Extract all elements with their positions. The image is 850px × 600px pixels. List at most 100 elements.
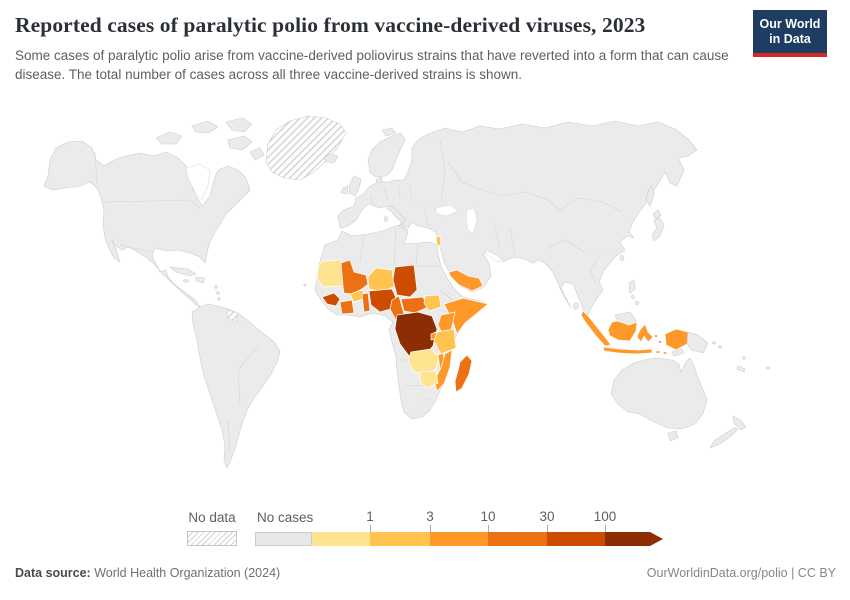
page-subtitle: Some cases of paralytic polio arise from… (15, 48, 729, 82)
country-chad[interactable] (392, 264, 418, 298)
italy[interactable] (386, 204, 407, 224)
credit-line: OurWorldinData.org/polio | CC BY (646, 566, 836, 580)
data-source: Data source: World Health Organization (… (15, 566, 280, 580)
japan[interactable] (651, 216, 665, 242)
papua-new-guinea[interactable] (686, 331, 709, 354)
arctic-island (155, 131, 183, 145)
country-yemen[interactable] (448, 269, 484, 292)
country-niger[interactable] (367, 267, 395, 292)
country-zimbabwe[interactable] (419, 370, 439, 389)
caspian-sea (465, 207, 478, 235)
data-source-text: World Health Organization (2024) (90, 566, 281, 580)
owid-logo-line2: in Data (769, 32, 811, 46)
arctic-island (225, 117, 253, 133)
country-border (94, 139, 623, 453)
map-legend: No data No cases 1 3 10 30 100 (0, 506, 850, 560)
landmass-south-america[interactable] (191, 303, 281, 469)
sri-lanka (573, 302, 579, 310)
philippines[interactable] (628, 279, 636, 294)
new-zealand-south[interactable] (709, 427, 739, 449)
australia[interactable] (610, 357, 708, 430)
country-mozambique[interactable] (433, 349, 453, 392)
solomon-island (717, 345, 722, 349)
legend-no-data-label: No data (188, 510, 236, 525)
fiji-island (766, 366, 770, 370)
antilles-island (214, 285, 218, 289)
country-central-african-republic[interactable] (400, 296, 429, 314)
owid-logo-line1: Our World (759, 17, 821, 31)
landmass-eurasia[interactable] (337, 120, 698, 326)
data-source-label: Data source: (15, 566, 91, 580)
legend-segment-30-100[interactable] (547, 532, 605, 546)
legend-tick-mark (370, 525, 371, 532)
svalbard (381, 127, 397, 137)
country-cote-divoire[interactable] (339, 299, 355, 315)
country-south-sudan[interactable] (423, 294, 442, 312)
page-title: Reported cases of paralytic polio from v… (15, 13, 646, 37)
country-madagascar[interactable] (454, 354, 473, 393)
country-indonesia-lesser-sunda (662, 351, 668, 355)
country-indonesia-kalimantan[interactable] (607, 320, 638, 342)
legend-no-cases-label: No cases (257, 510, 314, 525)
country-benin[interactable] (361, 292, 371, 313)
legend-tick-mark (605, 525, 606, 532)
legend-tick-label: 100 (593, 509, 617, 524)
legend-tick-label: 3 (426, 509, 434, 524)
cape-verde-island (303, 283, 307, 287)
persian-gulf (485, 249, 505, 263)
taiwan (619, 254, 625, 262)
country-mauritania[interactable] (316, 259, 344, 288)
hispaniola[interactable] (195, 276, 206, 284)
philippines-island (631, 295, 635, 299)
country-indonesia-papua[interactable] (664, 328, 689, 351)
country-french-guiana[interactable] (226, 309, 239, 323)
japan[interactable] (652, 209, 662, 220)
legend-segment-1-3[interactable] (370, 532, 430, 546)
legend-arrow-cap (650, 532, 663, 546)
country-guinea[interactable] (321, 292, 341, 307)
header: Reported cases of paralytic polio from v… (15, 10, 835, 84)
ireland[interactable] (340, 185, 349, 195)
country-indonesia-java[interactable] (602, 346, 653, 355)
legend-color-bar (255, 532, 663, 546)
united-kingdom[interactable] (348, 175, 362, 197)
legend-tick-mark (547, 525, 548, 532)
landmass-north-america[interactable] (43, 140, 251, 308)
jamaica (183, 279, 189, 283)
antilles-island (216, 291, 220, 295)
sakhalin (645, 184, 655, 207)
legend-tick-label: 1 (366, 509, 374, 524)
legend-segment-0-1[interactable] (312, 532, 370, 546)
legend-segment-100+[interactable] (605, 532, 650, 546)
country-indonesia-sumatra[interactable] (580, 310, 612, 347)
timor (671, 348, 685, 357)
legend-tick-label: 10 (480, 509, 496, 524)
country-greenland[interactable] (265, 115, 347, 181)
country-tanzania[interactable] (433, 328, 457, 355)
legend-tick-label: 30 (539, 509, 555, 524)
solomon-island (711, 341, 716, 345)
country-israel[interactable] (435, 235, 442, 247)
owid-logo-accent-bar (753, 53, 827, 57)
legend-segment-3-10[interactable] (430, 532, 488, 546)
country-indonesia-sulawesi[interactable] (636, 323, 654, 343)
legend-tick-mark (430, 525, 431, 532)
new-zealand-north[interactable] (732, 415, 747, 431)
legend-segment-10-30[interactable] (488, 532, 547, 546)
owid-logo[interactable]: Our World in Data (753, 10, 827, 57)
legend-no-data-swatch[interactable] (187, 531, 237, 546)
legend-segment-no-cases[interactable] (255, 532, 312, 546)
sardinia (384, 216, 388, 222)
iceland[interactable] (323, 153, 339, 164)
country-indonesia-maluku (657, 340, 663, 344)
tasmania (667, 430, 679, 442)
arctic-island (249, 147, 265, 161)
hudson-bay (185, 163, 211, 201)
country-indonesia-lesser-sunda (655, 350, 661, 354)
country-mali[interactable] (340, 259, 369, 295)
cuba[interactable] (169, 266, 197, 277)
black-sea (435, 204, 459, 217)
antilles-island (217, 297, 221, 301)
scandinavia[interactable] (367, 132, 406, 178)
